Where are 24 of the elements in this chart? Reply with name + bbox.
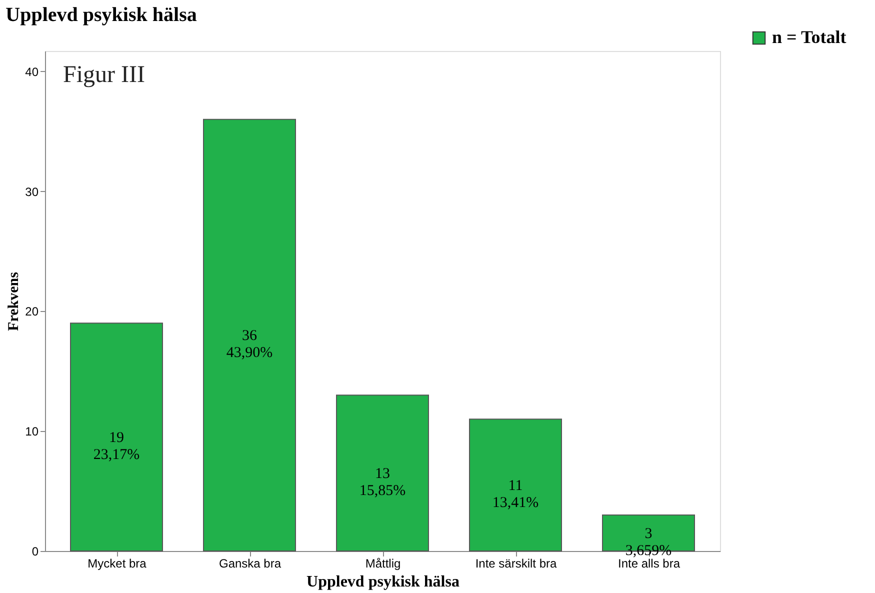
data-label: 19 23,17% <box>93 430 140 464</box>
chart-title: Upplevd psykisk hälsa <box>6 4 197 26</box>
data-label: 11 13,41% <box>492 478 539 512</box>
x-axis-title: Upplevd psykisk hälsa <box>306 574 460 590</box>
bar <box>469 418 562 552</box>
annotation: Figur III <box>63 62 145 88</box>
data-label: 3 3,659% <box>625 526 672 560</box>
x-tick-label: Inte särskilt bra <box>475 556 557 570</box>
data-label: 13 15,85% <box>359 466 406 500</box>
y-tick-label: 30 <box>25 184 39 199</box>
x-tick-label: Ganska bra <box>218 556 282 570</box>
y-axis-title: Frekvens <box>6 272 22 331</box>
y-tick-label: 40 <box>25 64 39 79</box>
y-tick-label: 10 <box>25 424 39 439</box>
bar <box>70 322 163 552</box>
bar <box>203 118 296 552</box>
x-tick-label: Mycket bra <box>88 556 147 570</box>
y-tick-label: 20 <box>25 304 39 319</box>
legend-label: n = Totalt <box>772 27 846 47</box>
x-tick-label: Måttlig <box>365 556 401 570</box>
data-label: 36 43,90% <box>226 328 273 362</box>
bar <box>336 394 429 552</box>
y-tick-label: 0 <box>32 544 39 558</box>
x-tick-label: Inte alls bra <box>618 556 680 570</box>
